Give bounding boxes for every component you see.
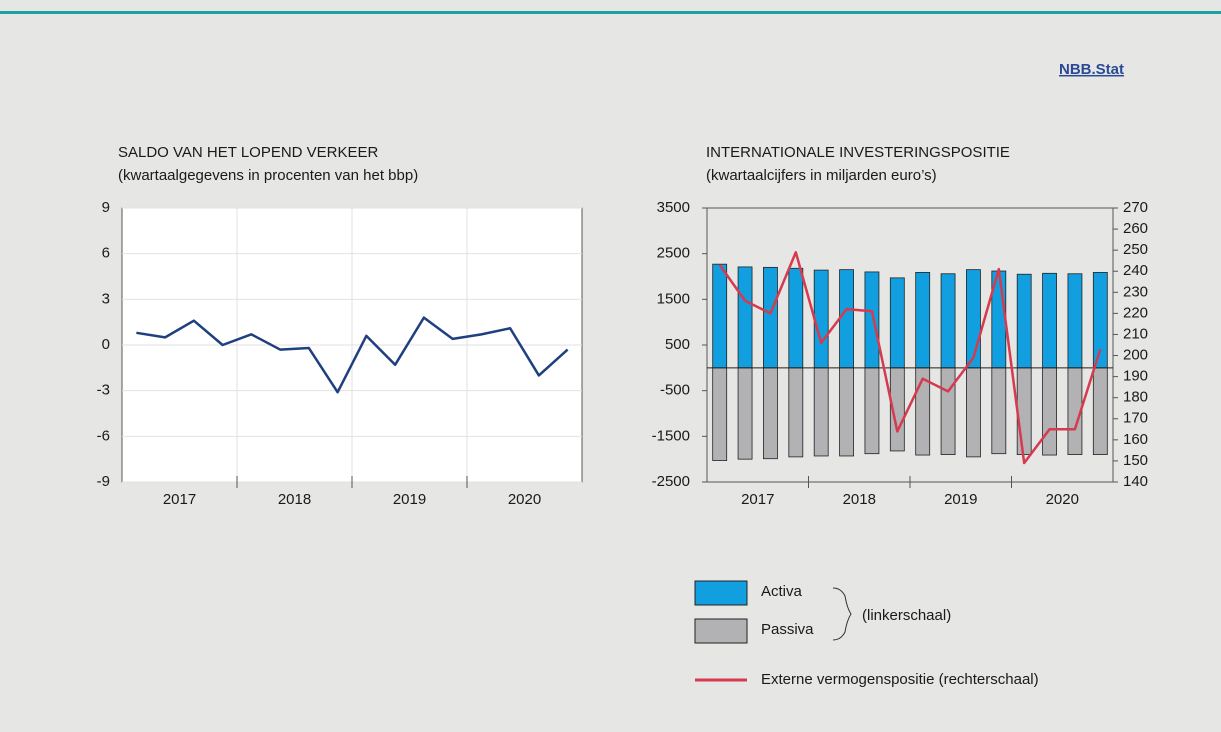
y2-tick-label: 140 [1123,473,1148,490]
y-tick-label: -1500 [652,427,690,444]
y2-tick-label: 240 [1123,262,1148,279]
top-rule [0,11,1221,14]
x-group-label: 2018 [278,491,311,508]
bar [813,367,829,457]
bar [889,277,905,369]
legend-brace [832,587,852,641]
x-group-label: 2017 [741,491,774,508]
x-group-label: 2017 [163,491,196,508]
y2-tick-label: 190 [1123,368,1148,385]
bar [966,367,981,458]
bar [763,266,778,369]
y-tick-label: 1500 [657,290,690,307]
bar [1092,271,1108,369]
bar [788,367,804,458]
y2-tick-label: 220 [1123,304,1148,321]
x-group-label: 2019 [393,491,426,508]
bar [737,367,753,460]
bar [1092,367,1108,456]
bar [915,271,931,369]
y2-tick-label: 180 [1123,389,1148,406]
y2-tick-label: 170 [1123,410,1148,427]
y2-tick-label: 270 [1123,199,1148,216]
y2-tick-label: 260 [1123,220,1148,237]
bar [940,273,956,369]
y2-tick-label: 210 [1123,325,1148,342]
bar [864,271,880,369]
legend-label: Activa [761,583,803,600]
bar [763,367,778,460]
bar [1042,367,1057,456]
x-group-label: 2018 [843,491,876,508]
y2-tick-label: 230 [1123,283,1148,300]
data-line [718,251,1102,465]
y-tick-label: -2500 [652,473,690,490]
bar [712,367,728,461]
y-tick-label: 6 [102,245,110,262]
legend-note: (linkerschaal) [862,607,951,624]
bar [839,367,854,457]
nbb-stat-link[interactable]: NBB.Stat [1059,61,1124,78]
bar [712,263,728,369]
y2-tick-label: 150 [1123,452,1148,469]
legend-label: Externe vermogenspositie (rechterschaal) [761,671,1039,688]
bar [991,367,1007,455]
y-tick-label: 500 [665,336,690,353]
y-tick-label: 9 [102,199,110,216]
legend-label: Passiva [761,621,814,638]
bar [940,367,956,456]
y-tick-label: -3 [97,382,110,399]
chart-subtitle: (kwartaalgegevens in procenten van het b… [118,167,418,184]
x-group-label: 2020 [1046,491,1079,508]
legend: Activa Passiva Externe vermogenspositie (r… [694,580,1039,688]
bar [1042,272,1057,369]
chart-subtitle: (kwartaalcijfers in miljarden euro’s) [706,167,937,184]
bar [737,266,753,369]
data-line [136,316,569,394]
legend-swatch [694,618,748,644]
y2-tick-label: 250 [1123,241,1148,258]
y2-tick-label: 160 [1123,431,1148,448]
y-tick-label: 2500 [657,245,690,262]
bar [788,267,804,369]
y2-tick-label: 200 [1123,347,1148,364]
bar [864,367,880,455]
chart-title: INTERNATIONALE INVESTERINGSPOSITIE [706,144,1010,161]
bar [1016,273,1032,369]
y-tick-label: 0 [102,336,110,353]
bar [1016,367,1032,456]
y-tick-label: 3 [102,290,110,307]
y-tick-label: 3500 [657,199,690,216]
bar [1067,273,1083,369]
bar [839,269,854,369]
y-tick-label: -9 [97,473,110,490]
x-group-label: 2020 [508,491,541,508]
bar [813,269,829,369]
x-group-label: 2019 [944,491,977,508]
legend-swatch [694,580,748,606]
bar [966,269,981,369]
y-tick-label: -500 [660,382,690,399]
y-tick-label: -6 [97,427,110,444]
chart-title: SALDO VAN HET LOPEND VERKEER [118,144,379,161]
